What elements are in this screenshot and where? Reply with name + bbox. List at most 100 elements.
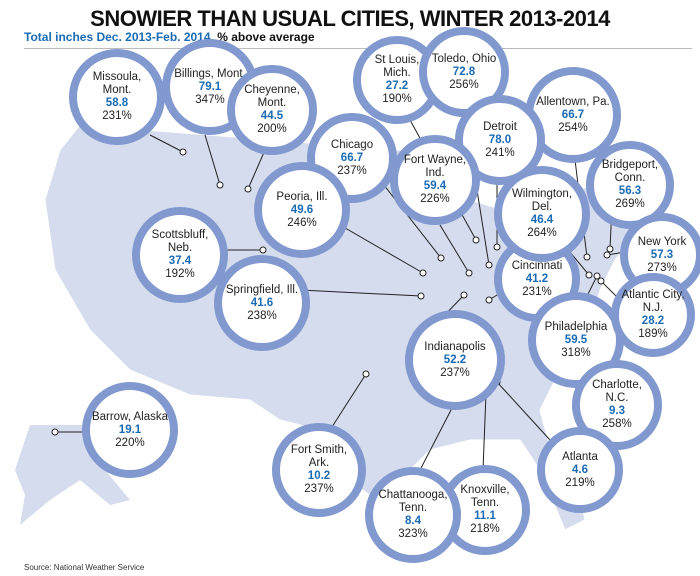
city-inches: 66.7 <box>561 108 585 121</box>
city-bubble: Cheyenne, Mont. 44.5 200% <box>227 65 317 155</box>
city-bubble: Peoria, Ill. 49.6 246% <box>254 162 350 258</box>
city-inches: 59.5 <box>564 333 588 346</box>
source-note: Source: National Weather Service <box>24 563 145 572</box>
city-pct: 256% <box>449 78 479 91</box>
city-name: Barrow, Alaska <box>91 410 169 423</box>
city-name: St Louis, Mich. <box>374 54 420 79</box>
city-bubble: Indianapolis 52.2 237% <box>405 310 505 410</box>
divider <box>24 48 692 49</box>
subtitle-rest: , % above average <box>210 30 315 44</box>
city-name: Allentown, Pa. <box>536 95 610 108</box>
city-bubble: Scottsbluff, Neb. 37.4 192% <box>132 207 228 303</box>
city-name: Peoria, Ill. <box>276 190 328 203</box>
city-pct: 200% <box>257 123 287 135</box>
city-pct: 258% <box>602 418 632 430</box>
city-inches: 44.5 <box>260 110 284 122</box>
city-name: Indianapolis <box>424 340 486 353</box>
city-bubble: Chattanooga, Tenn. 8.4 323% <box>365 467 461 563</box>
city-bubble: Detroit 78.0 241% <box>455 95 545 185</box>
city-name: Cheyenne, Mont. <box>244 84 300 109</box>
city-pct: 273% <box>647 261 677 274</box>
city-pct: 218% <box>470 523 500 535</box>
city-pct: 237% <box>440 366 470 379</box>
subtitle: Total inches Dec. 2013-Feb. 2014, % abov… <box>24 30 315 44</box>
city-inches: 8.4 <box>405 515 421 527</box>
city-bubble: Fort Wayne, Ind. 59.4 226% <box>390 135 480 225</box>
city-pct: 323% <box>398 528 428 540</box>
city-inches: 56.3 <box>618 185 642 197</box>
city-pct: 231% <box>522 285 552 298</box>
city-name: New York <box>637 235 687 248</box>
city-bubble: Atlantic City, N.J. 28.2 189% <box>611 273 695 357</box>
city-pct: 189% <box>638 328 668 340</box>
title: SNOWIER THAN USUAL CITIES, WINTER 2013-2… <box>90 6 610 31</box>
city-pct: 219% <box>565 476 595 489</box>
city-bubble: Missoula, Mont. 58.8 231% <box>69 49 165 145</box>
city-name: Springfield, Ill. <box>225 283 299 296</box>
city-inches: 52.2 <box>443 353 467 366</box>
city-inches: 27.2 <box>385 80 409 92</box>
city-inches: 4.6 <box>572 463 588 476</box>
city-inches: 59.4 <box>423 180 447 192</box>
city-pct: 237% <box>337 164 367 177</box>
city-name: Chicago <box>330 138 374 151</box>
city-inches: 28.2 <box>641 315 665 327</box>
city-inches: 37.4 <box>168 255 192 267</box>
city-name: Detroit <box>483 120 517 133</box>
city-pct: 190% <box>382 93 412 105</box>
city-name: Toledo, Ohio <box>431 52 497 65</box>
city-inches: 41.6 <box>250 296 274 309</box>
city-pct: 246% <box>287 216 317 229</box>
city-bubble: Barrow, Alaska 19.1 220% <box>82 382 178 478</box>
city-name: Charlotte, N.C. <box>592 379 642 404</box>
city-name: Fort Wayne, Ind. <box>403 154 467 179</box>
city-pct: 226% <box>420 193 450 205</box>
city-name: Fort Smith, Ark. <box>290 444 348 469</box>
city-name: Atlantic City, N.J. <box>621 289 685 314</box>
city-name: Philadelphia <box>544 320 608 333</box>
city-pct: 238% <box>247 309 277 322</box>
city-pct: 231% <box>102 110 132 122</box>
city-name: Scottsbluff, Neb. <box>151 229 209 254</box>
city-bubble: Wilmington, Del. 46.4 264% <box>494 166 590 262</box>
city-pct: 269% <box>615 198 645 210</box>
city-pct: 264% <box>527 227 557 239</box>
city-bubble: Charlotte, N.C. 9.3 258% <box>572 360 662 450</box>
city-bubble: Chicago 66.7 237% <box>307 113 397 203</box>
city-inches: 11.1 <box>474 510 496 522</box>
city-bubble: Springfield, Ill. 41.6 238% <box>214 255 310 351</box>
city-inches: 79.1 <box>198 80 222 93</box>
subtitle-units: Total inches Dec. 2013-Feb. 2014 <box>24 30 211 44</box>
city-name: Wilmington, Del. <box>511 188 573 213</box>
city-pct: 347% <box>195 93 225 106</box>
city-pct: 237% <box>304 483 334 495</box>
city-inches: 72.8 <box>452 65 476 78</box>
city-inches: 10.2 <box>307 470 331 482</box>
city-bubble: Philadelphia 59.5 318% <box>528 292 624 388</box>
city-bubble: Atlanta 4.6 219% <box>537 427 623 513</box>
city-name: Knoxville, Tenn. <box>460 484 510 509</box>
city-name: Billings, Mont. <box>174 67 246 80</box>
city-inches: 49.6 <box>290 203 314 216</box>
city-bubble: Fort Smith, Ark. 10.2 237% <box>272 423 366 517</box>
city-name: Cincinnati <box>511 259 563 272</box>
city-name: Atlanta <box>562 450 598 463</box>
city-pct: 318% <box>561 346 591 359</box>
city-name: Bridgeport, Conn. <box>601 159 659 184</box>
city-inches: 9.3 <box>609 405 625 417</box>
city-inches: 57.3 <box>650 248 674 261</box>
alaska <box>15 425 130 525</box>
city-inches: 46.4 <box>530 214 554 226</box>
city-pct: 192% <box>165 268 195 280</box>
city-name: Chattanooga, Tenn. <box>378 489 448 514</box>
city-pct: 220% <box>115 436 145 449</box>
city-pct: 254% <box>558 121 588 134</box>
city-inches: 78.0 <box>488 133 512 146</box>
city-name: Missoula, Mont. <box>92 71 142 96</box>
city-inches: 66.7 <box>340 151 364 164</box>
city-inches: 19.1 <box>118 423 142 436</box>
city-inches: 41.2 <box>525 272 549 285</box>
city-inches: 58.8 <box>105 97 129 109</box>
city-pct: 241% <box>485 146 515 159</box>
